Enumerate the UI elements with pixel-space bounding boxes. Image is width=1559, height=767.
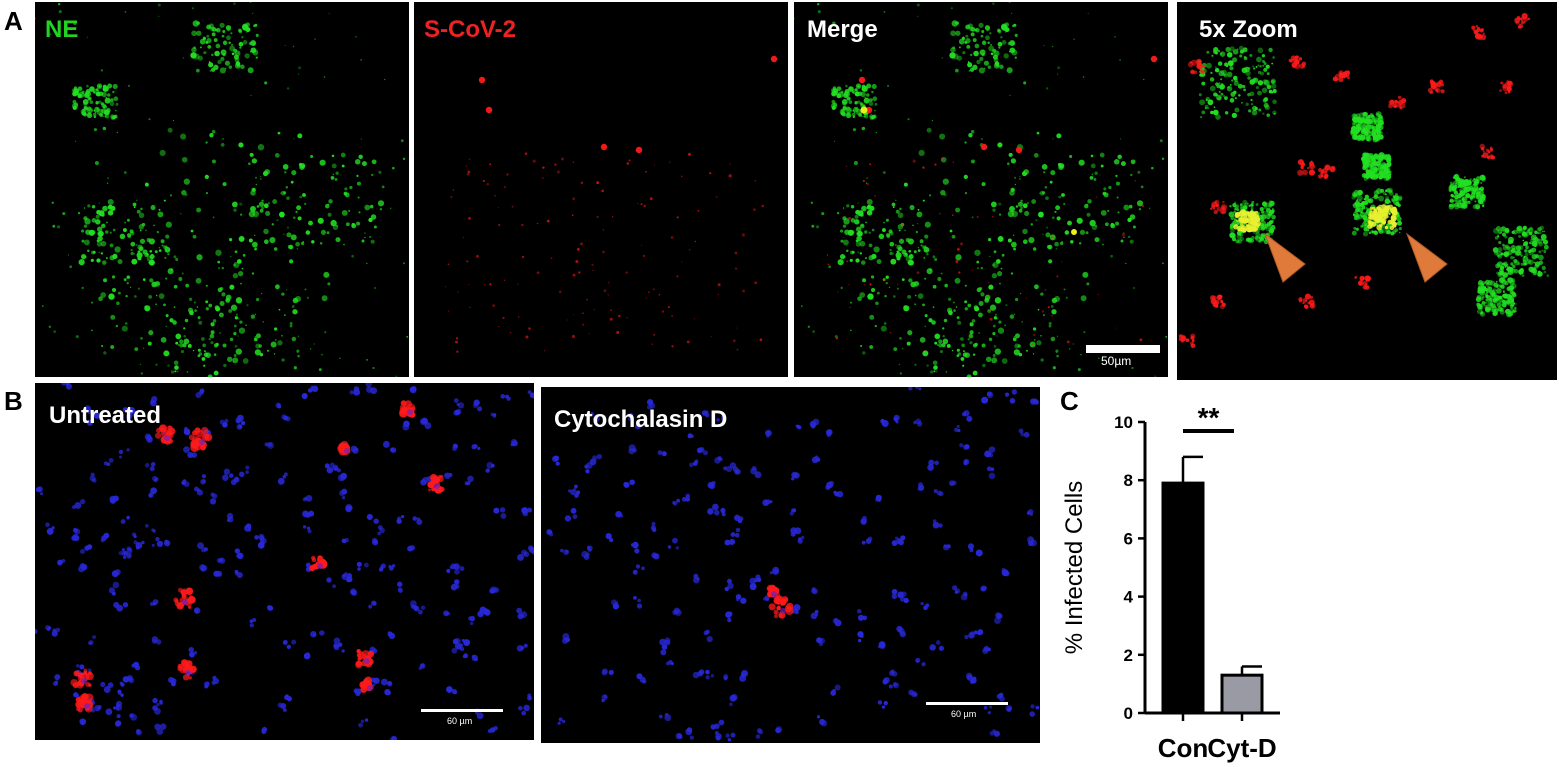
x-tick-label: Cyt-D <box>1207 733 1276 763</box>
zoom-label: 5x Zoom <box>1199 16 1298 43</box>
bar-cyt-d <box>1220 673 1264 715</box>
untreated-label: Untreated <box>49 402 162 429</box>
y-tick-label: 8 <box>1124 471 1133 490</box>
scov-label: S-CoV-2 <box>424 16 517 43</box>
cytochalasin-label: Cytochalasin D <box>554 406 728 433</box>
untreated-image: Untreated 60 µm <box>35 383 534 740</box>
merge-label: Merge <box>807 16 878 43</box>
significance-label: ** <box>1198 402 1220 433</box>
arrowhead-icon <box>1263 232 1306 283</box>
cytochalasin-scale-bar <box>926 702 1008 705</box>
merge-scale-bar <box>1086 345 1160 353</box>
arrowhead-icon <box>1405 232 1448 283</box>
cytochalasin-cells <box>546 387 1040 742</box>
zoom-image: 5x Zoom <box>1177 2 1557 380</box>
panel-letter-a: A <box>4 6 23 36</box>
panel-letter-c: C <box>1060 386 1079 416</box>
y-tick-label: 10 <box>1114 413 1133 432</box>
merge-puncta <box>794 2 1168 377</box>
y-tick-label: 0 <box>1124 704 1133 723</box>
cytochalasin-image: Cytochalasin D 60 µm <box>541 387 1040 743</box>
merge-image: Merge 50µm <box>794 2 1168 377</box>
untreated-scale-text: 60 µm <box>447 716 473 726</box>
ne-puncta <box>35 2 409 377</box>
zoom-puncta <box>1178 12 1550 349</box>
y-tick-label: 4 <box>1124 588 1134 607</box>
ne-label: NE <box>45 16 79 43</box>
ne-image: NE <box>35 2 409 377</box>
scov-puncta <box>444 55 778 353</box>
bar-con <box>1161 481 1205 715</box>
infected-cells-bar-chart: 0 2 4 6 8 10 % Infected Cells Con Cyt-D ** <box>1061 402 1280 763</box>
x-tick-label: Con <box>1158 733 1209 763</box>
y-tick-label: 6 <box>1124 529 1133 548</box>
cytochalasin-scale-text: 60 µm <box>951 709 977 719</box>
untreated-scale-bar <box>421 709 503 712</box>
scov-image: S-CoV-2 <box>414 2 788 377</box>
y-tick-label: 2 <box>1124 646 1133 665</box>
merge-scale-text: 50µm <box>1101 354 1132 368</box>
panel-letter-b: B <box>4 386 23 416</box>
untreated-cells <box>35 383 534 740</box>
y-axis-title: % Infected Cells <box>1061 481 1088 654</box>
